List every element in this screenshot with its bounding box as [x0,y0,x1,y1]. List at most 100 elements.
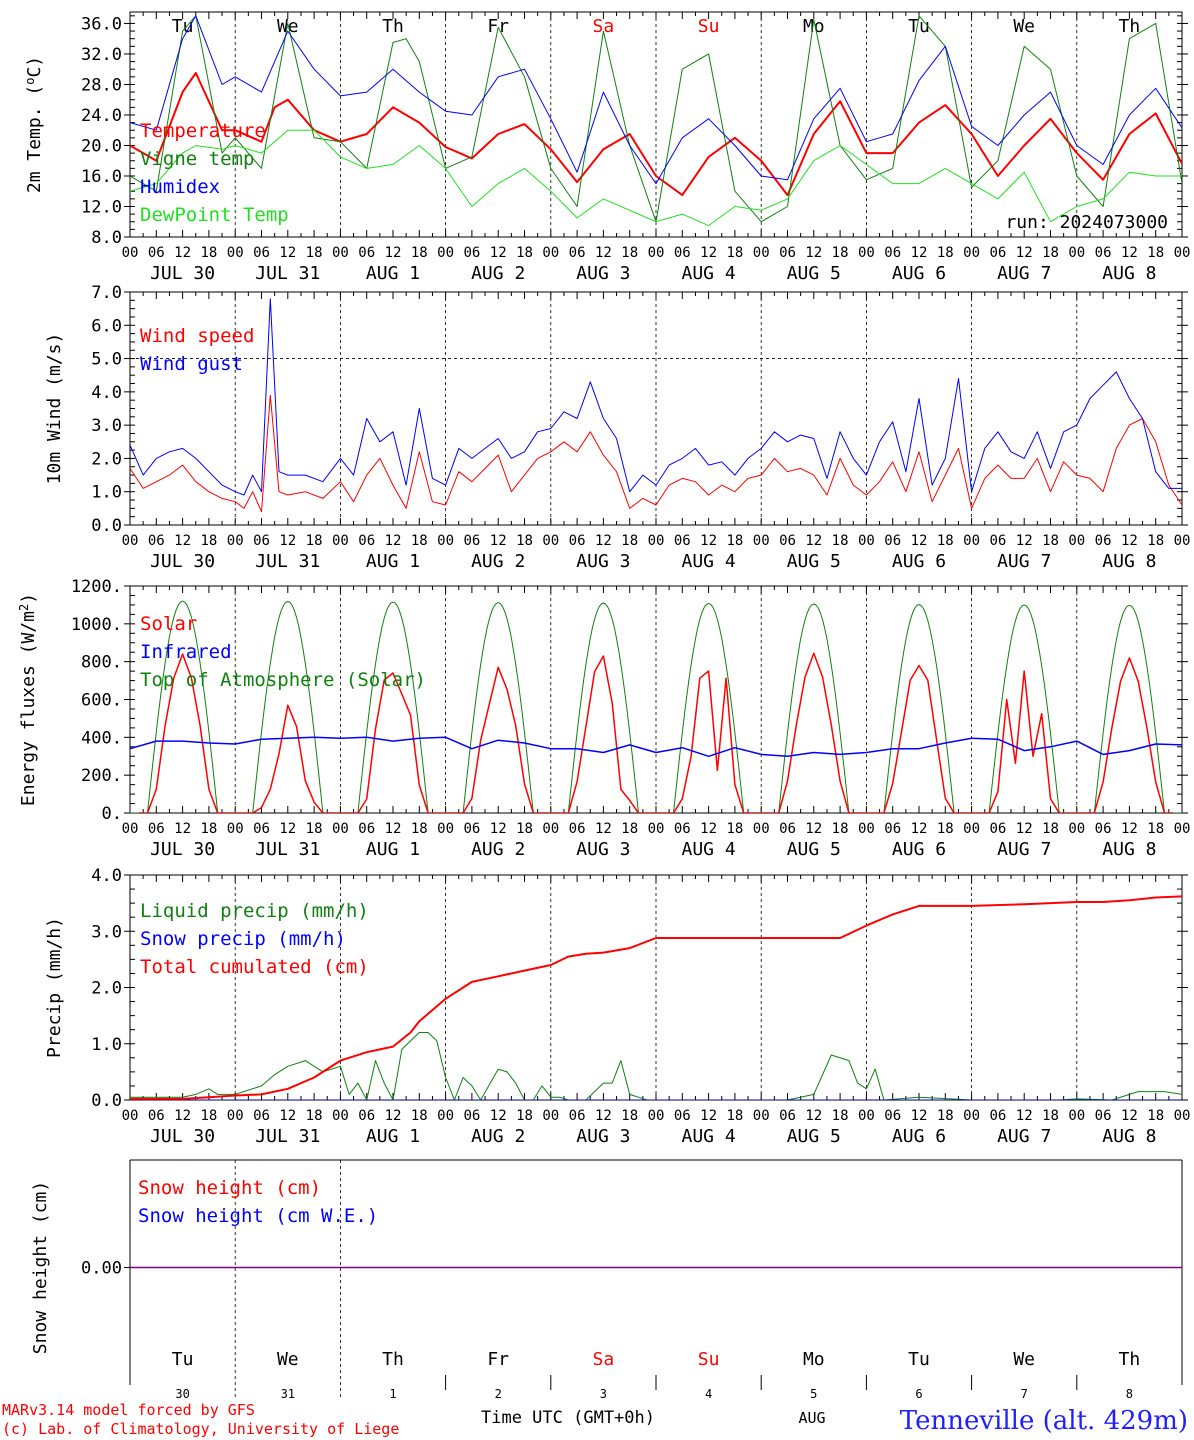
date-label: AUG 8 [1102,1126,1156,1147]
y-tick-label: 0.00 [81,1259,122,1279]
panel-wind: 0.0 1.0 2.0 3.0 4.0 5.0 6.0 7.0 10m Wind (m/s) 00… [44,283,1190,572]
hour-tick-label: 18 [726,245,743,261]
y-tick-label: 36.0 [81,14,122,34]
weekday-label: Mo [803,16,825,37]
station-label: Tenneville (alt. 429m) [900,1406,1188,1436]
hour-tick-label: 12 [700,1108,717,1124]
hour-tick-label: 18 [726,821,743,837]
x-axis-title: Time UTC (GMT+0h) [481,1408,655,1428]
hour-tick-label: 06 [463,821,480,837]
legend-entry: Solar [140,613,197,635]
hour-tick-label: 00 [753,1108,770,1124]
date-label: AUG 1 [366,1126,420,1147]
hour-tick-label: 06 [779,821,796,837]
hour-tick-label: 12 [490,1108,507,1124]
hour-tick-label: 12 [490,821,507,837]
hour-tick-label: 18 [832,821,849,837]
date-label: AUG 6 [892,551,946,572]
weekday-label: We [1013,1349,1035,1370]
y-axis-label: Energy fluxes (W/m2) [17,593,39,806]
y-axis-label: 2m Temp. (oC) [23,56,45,193]
series-line-temperature [130,72,1182,197]
y-tick-label: 3.0 [91,922,122,942]
hour-tick-label: 06 [148,821,165,837]
hour-tick-label: 00 [648,821,665,837]
hour-tick-label: 06 [569,533,586,549]
hour-tick-label: 18 [200,533,217,549]
hour-tick-label: 00 [227,1108,244,1124]
hour-tick-label: 06 [989,1108,1006,1124]
hour-tick-label: 18 [1042,1108,1059,1124]
date-label: AUG 4 [682,839,736,860]
hour-tick-label: 12 [1121,1108,1138,1124]
hour-tick-label: 00 [122,821,139,837]
hour-tick-label: 18 [306,245,323,261]
hour-tick-label: 00 [963,821,980,837]
hour-tick-label: 00 [437,533,454,549]
hour-tick-label: 18 [200,1108,217,1124]
panel-temp: 8.0 12.0 16.0 20.0 24.0 28.0 32.0 36.0 2m Temp. … [23,11,1190,284]
hour-tick-label: 06 [1095,821,1112,837]
weekday-label: Mo [803,1349,825,1370]
weekday-label: Su [698,16,720,37]
y-tick-label: 5.0 [91,350,122,370]
hour-tick-label: 18 [516,245,533,261]
hour-tick-label: 00 [227,245,244,261]
y-tick-label: 7.0 [91,283,122,303]
hour-tick-label: 06 [463,533,480,549]
y-axis-label: Precip (mm/h) [44,917,65,1058]
legend-entry: Snow precip (mm/h) [140,928,346,950]
hour-tick-label: 12 [490,245,507,261]
weekday-label: Sa [593,16,615,37]
hour-tick-label: 18 [726,533,743,549]
hour-tick-label: 12 [1016,533,1033,549]
date-label: AUG 3 [576,839,630,860]
hour-tick-label: 06 [674,245,691,261]
hour-tick-label: 18 [832,533,849,549]
hour-tick-label: 06 [989,533,1006,549]
hour-tick-label: 18 [832,245,849,261]
date-label: AUG 4 [682,551,736,572]
hour-tick-label: 06 [253,533,270,549]
hour-tick-label: 00 [437,245,454,261]
hour-tick-label: 18 [411,1108,428,1124]
y-tick-label: 4.0 [91,383,122,403]
date-label: AUG 6 [892,263,946,284]
series-group [130,600,1182,813]
hour-tick-label: 12 [1016,1108,1033,1124]
hour-tick-label: 18 [200,245,217,261]
date-label: JUL 30 [150,1126,215,1147]
hour-tick-label: 00 [1068,1108,1085,1124]
weekday-label: Th [382,16,404,37]
hour-tick-label: 12 [805,821,822,837]
hour-tick-label: 18 [832,1108,849,1124]
y-tick-label: 12.0 [81,197,122,217]
hour-tick-label: 18 [937,245,954,261]
hour-tick-label: 06 [253,1108,270,1124]
legend-entry: Total cumulated (cm) [140,956,369,978]
hour-tick-label: 12 [174,821,191,837]
weekday-label: We [277,16,299,37]
date-label: AUG 6 [892,839,946,860]
y-tick-label: 1.0 [91,483,122,503]
series-line-dewpoint-temp [130,129,1182,227]
hour-tick-label: 12 [805,245,822,261]
weekday-label: Th [382,1349,404,1370]
hour-tick-label: 06 [358,821,375,837]
hour-tick-label: 12 [911,1108,928,1124]
hour-tick-label: 12 [279,1108,296,1124]
series-line-solar [138,652,1174,813]
hour-tick-label: 18 [1042,245,1059,261]
hour-tick-label: 12 [1121,245,1138,261]
series-line-humidex [130,15,1182,185]
hour-tick-label: 06 [779,533,796,549]
hour-tick-label: 06 [463,245,480,261]
hour-tick-label: 00 [858,533,875,549]
hour-tick-label: 06 [674,533,691,549]
weekday-label: Th [1119,1349,1141,1370]
hour-tick-label: 00 [753,533,770,549]
series-line-wind-gust [130,298,1182,496]
hour-tick-label: 12 [911,533,928,549]
legend-entry: Humidex [140,176,220,198]
hour-tick-label: 12 [595,533,612,549]
